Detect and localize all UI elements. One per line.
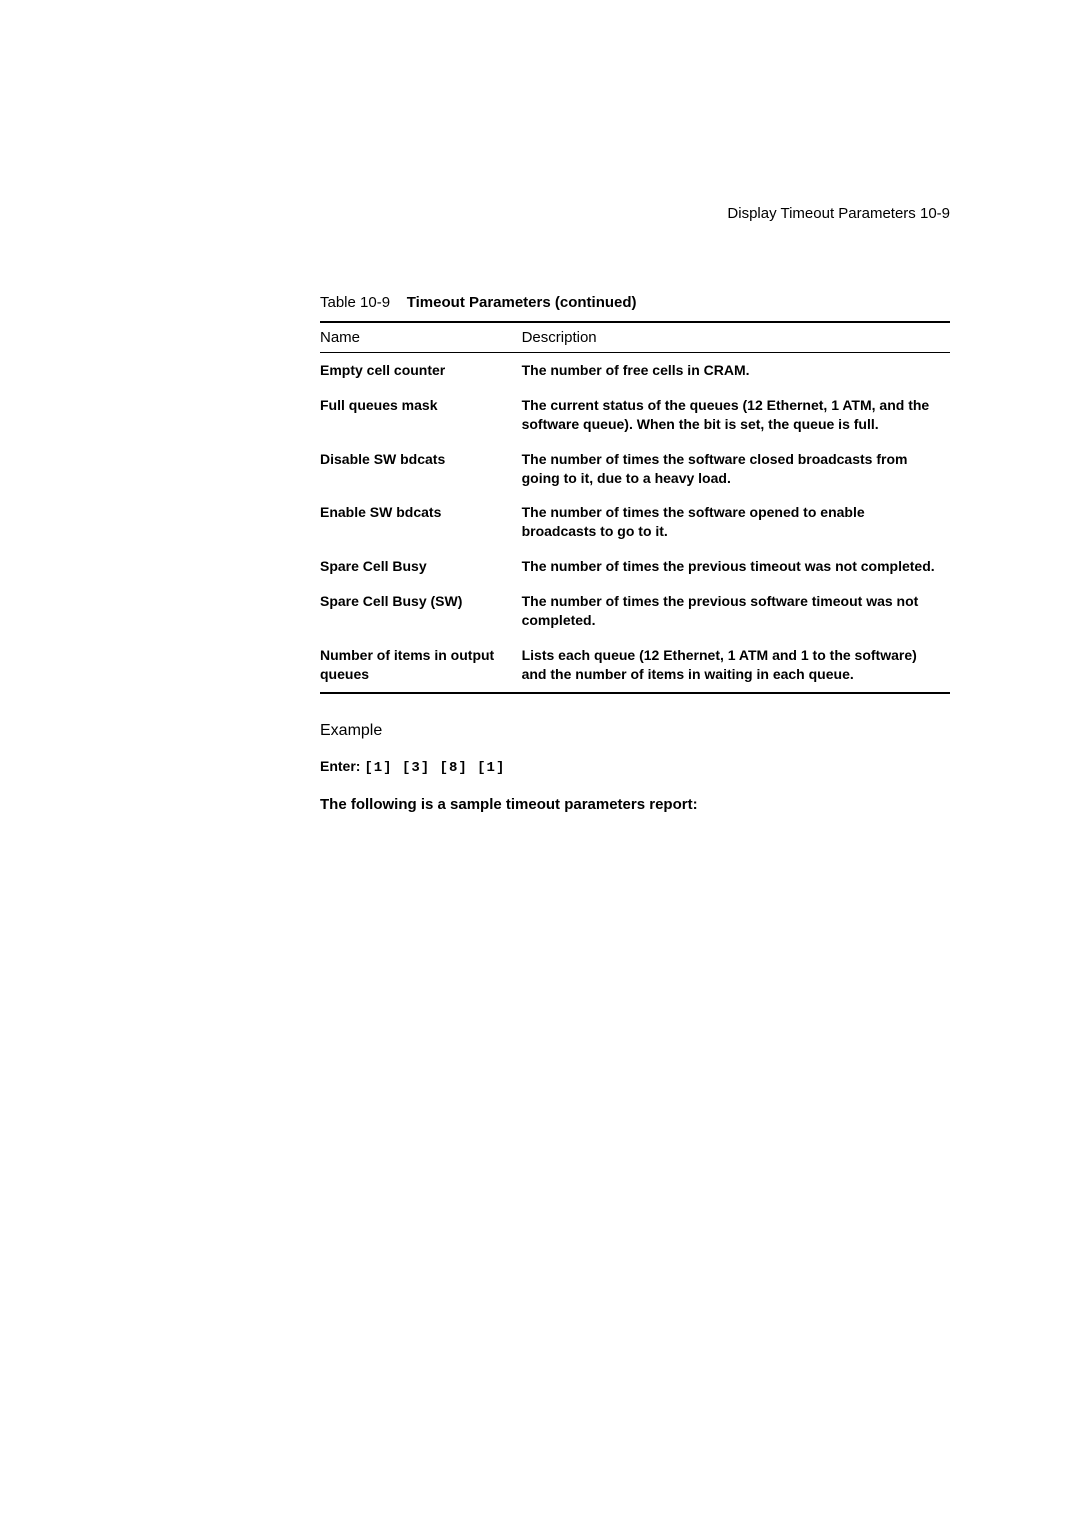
cell-name: Full queues mask: [320, 388, 522, 442]
table-caption: Table 10-9 Timeout Parameters (continued…: [320, 294, 950, 311]
cell-name: Empty cell counter: [320, 353, 522, 388]
cell-desc: The current status of the queues (12 Eth…: [522, 388, 950, 442]
cell-desc: The number of times the software closed …: [522, 442, 950, 496]
caption-title: Timeout Parameters (continued): [407, 294, 637, 311]
cell-desc: The number of free cells in CRAM.: [522, 353, 950, 388]
cell-desc: The number of times the software opened …: [522, 495, 950, 549]
cell-name: Spare Cell Busy: [320, 549, 522, 584]
table-row: Spare Cell Busy (SW) The number of times…: [320, 584, 950, 638]
column-header-description: Description: [522, 322, 950, 353]
table-row: Spare Cell Busy The number of times the …: [320, 549, 950, 584]
table-row: Enable SW bdcats The number of times the…: [320, 495, 950, 549]
cell-desc: Lists each queue (12 Ethernet, 1 ATM and…: [522, 638, 950, 693]
cell-desc: The number of times the previous timeout…: [522, 549, 950, 584]
enter-code: [1] [3] [8] [1]: [364, 760, 505, 776]
cell-name: Enable SW bdcats: [320, 495, 522, 549]
page-header: Display Timeout Parameters 10-9: [320, 205, 950, 222]
caption-label: Table 10-9: [320, 294, 390, 311]
table-row: Number of items in output queues Lists e…: [320, 638, 950, 693]
column-header-name: Name: [320, 322, 522, 353]
cell-name: Disable SW bdcats: [320, 442, 522, 496]
cell-name: Number of items in output queues: [320, 638, 522, 693]
enter-label: Enter:: [320, 758, 360, 774]
table-row: Full queues mask The current status of t…: [320, 388, 950, 442]
sample-report-text: The following is a sample timeout parame…: [320, 796, 950, 813]
table-row: Disable SW bdcats The number of times th…: [320, 442, 950, 496]
enter-line: Enter: [1] [3] [8] [1]: [320, 758, 950, 776]
example-heading: Example: [320, 722, 950, 740]
table-row: Empty cell counter The number of free ce…: [320, 353, 950, 388]
timeout-parameters-table: Name Description Empty cell counter The …: [320, 321, 950, 694]
cell-desc: The number of times the previous softwar…: [522, 584, 950, 638]
cell-name: Spare Cell Busy (SW): [320, 584, 522, 638]
